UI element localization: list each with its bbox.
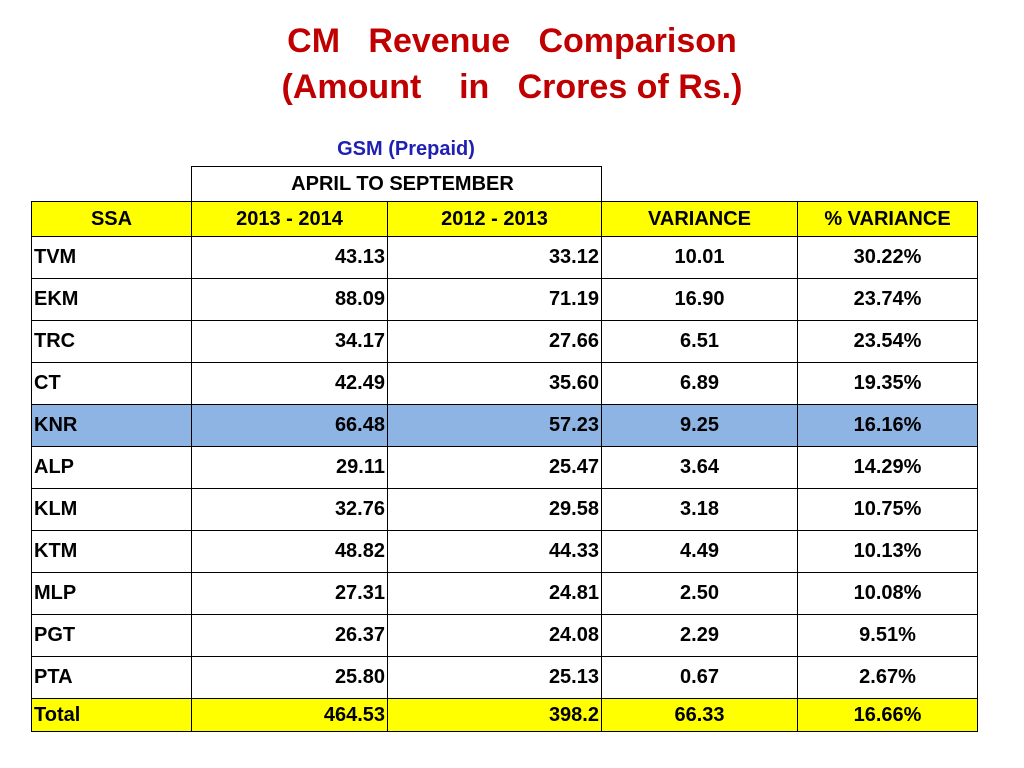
total-variance-cell: 66.33: [601, 698, 798, 732]
variance-cell: 2.50: [601, 572, 798, 615]
pct-variance-cell: 2.67%: [797, 656, 978, 699]
value-2013-2014-cell: 34.17: [191, 320, 388, 363]
value-2013-2014-cell: 88.09: [191, 278, 388, 321]
value-2012-2013-cell: 71.19: [387, 278, 602, 321]
table-row: CT 42.49 35.60 6.89 19.35%: [31, 362, 978, 405]
table-row: PGT 26.37 24.08 2.29 9.51%: [31, 614, 978, 657]
pct-variance-cell: 9.51%: [797, 614, 978, 657]
pct-variance-cell: 30.22%: [797, 236, 978, 279]
pct-variance-cell: 10.08%: [797, 572, 978, 615]
blank-cell: [32, 167, 192, 202]
value-2012-2013-cell: 24.81: [387, 572, 602, 615]
variance-cell: 4.49: [601, 530, 798, 573]
table-row: PTA 25.80 25.13 0.67 2.67%: [31, 656, 978, 699]
value-2013-2014-cell: 25.80: [191, 656, 388, 699]
variance-cell: 3.64: [601, 446, 798, 489]
pct-variance-cell: 16.16%: [797, 404, 978, 447]
variance-cell: 9.25: [601, 404, 798, 447]
variance-cell: 3.18: [601, 488, 798, 531]
total-2013-2014-cell: 464.53: [191, 698, 388, 732]
value-2012-2013-cell: 57.23: [387, 404, 602, 447]
total-label-cell: Total: [31, 698, 192, 732]
header-2012-2013: 2012 - 2013: [387, 201, 602, 237]
value-2013-2014-cell: 43.13: [191, 236, 388, 279]
ssa-cell: TRC: [31, 320, 192, 363]
ssa-cell: CT: [31, 362, 192, 405]
value-2013-2014-cell: 26.37: [191, 614, 388, 657]
ssa-cell: PTA: [31, 656, 192, 699]
table-row: TRC 34.17 27.66 6.51 23.54%: [31, 320, 978, 363]
value-2012-2013-cell: 33.12: [387, 236, 602, 279]
ssa-cell: ALP: [31, 446, 192, 489]
table-row: KLM 32.76 29.58 3.18 10.75%: [31, 488, 978, 531]
value-2012-2013-cell: 27.66: [387, 320, 602, 363]
table-row: ALP 29.11 25.47 3.64 14.29%: [31, 446, 978, 489]
ssa-cell: KNR: [31, 404, 192, 447]
header-pct-variance: % VARIANCE: [797, 201, 978, 237]
value-2012-2013-cell: 29.58: [387, 488, 602, 531]
ssa-cell: EKM: [31, 278, 192, 321]
ssa-cell: PGT: [31, 614, 192, 657]
variance-cell: 6.51: [601, 320, 798, 363]
ssa-cell: KTM: [31, 530, 192, 573]
revenue-table: APRIL TO SEPTEMBER SSA 2013 - 2014 2012 …: [31, 166, 978, 732]
pct-variance-cell: 10.75%: [797, 488, 978, 531]
value-2012-2013-cell: 35.60: [387, 362, 602, 405]
gsm-prepaid-label: GSM (Prepaid): [337, 138, 475, 160]
value-2013-2014-cell: 32.76: [191, 488, 388, 531]
pct-variance-cell: 19.35%: [797, 362, 978, 405]
period-header: APRIL TO SEPTEMBER: [191, 166, 602, 202]
pct-variance-cell: 23.54%: [797, 320, 978, 363]
table-row: MLP 27.31 24.81 2.50 10.08%: [31, 572, 978, 615]
period-row: APRIL TO SEPTEMBER: [32, 166, 978, 202]
title-line-2: (Amount in Crores of Rs.): [281, 68, 743, 106]
value-2012-2013-cell: 44.33: [387, 530, 602, 573]
header-variance: VARIANCE: [601, 201, 798, 237]
value-2013-2014-cell: 27.31: [191, 572, 388, 615]
slide-title: CM Revenue Comparison (Amount in Crores …: [0, 18, 1024, 110]
value-2012-2013-cell: 25.13: [387, 656, 602, 699]
table-row: KNR 66.48 57.23 9.25 16.16%: [31, 404, 978, 447]
blank-cell: [798, 167, 978, 202]
variance-cell: 0.67: [601, 656, 798, 699]
table-row: EKM 88.09 71.19 16.90 23.74%: [31, 278, 978, 321]
value-2013-2014-cell: 42.49: [191, 362, 388, 405]
table-row: KTM 48.82 44.33 4.49 10.13%: [31, 530, 978, 573]
variance-cell: 2.29: [601, 614, 798, 657]
value-2013-2014-cell: 48.82: [191, 530, 388, 573]
variance-cell: 6.89: [601, 362, 798, 405]
ssa-cell: KLM: [31, 488, 192, 531]
pct-variance-cell: 14.29%: [797, 446, 978, 489]
ssa-cell: TVM: [31, 236, 192, 279]
variance-cell: 10.01: [601, 236, 798, 279]
title-line-1: CM Revenue Comparison: [287, 22, 737, 60]
table-row: TVM 43.13 33.12 10.01 30.22%: [31, 236, 978, 279]
total-row: Total 464.53 398.2 66.33 16.66%: [31, 698, 978, 732]
value-2013-2014-cell: 29.11: [191, 446, 388, 489]
value-2012-2013-cell: 25.47: [387, 446, 602, 489]
pct-variance-cell: 10.13%: [797, 530, 978, 573]
total-pct-variance-cell: 16.66%: [797, 698, 978, 732]
value-2013-2014-cell: 66.48: [191, 404, 388, 447]
variance-cell: 16.90: [601, 278, 798, 321]
ssa-cell: MLP: [31, 572, 192, 615]
total-2012-2013-cell: 398.2: [387, 698, 602, 732]
header-2013-2014: 2013 - 2014: [191, 201, 388, 237]
column-header-row: SSA 2013 - 2014 2012 - 2013 VARIANCE % V…: [31, 201, 978, 237]
blank-cell: [602, 167, 798, 202]
value-2012-2013-cell: 24.08: [387, 614, 602, 657]
pct-variance-cell: 23.74%: [797, 278, 978, 321]
header-ssa: SSA: [31, 201, 192, 237]
